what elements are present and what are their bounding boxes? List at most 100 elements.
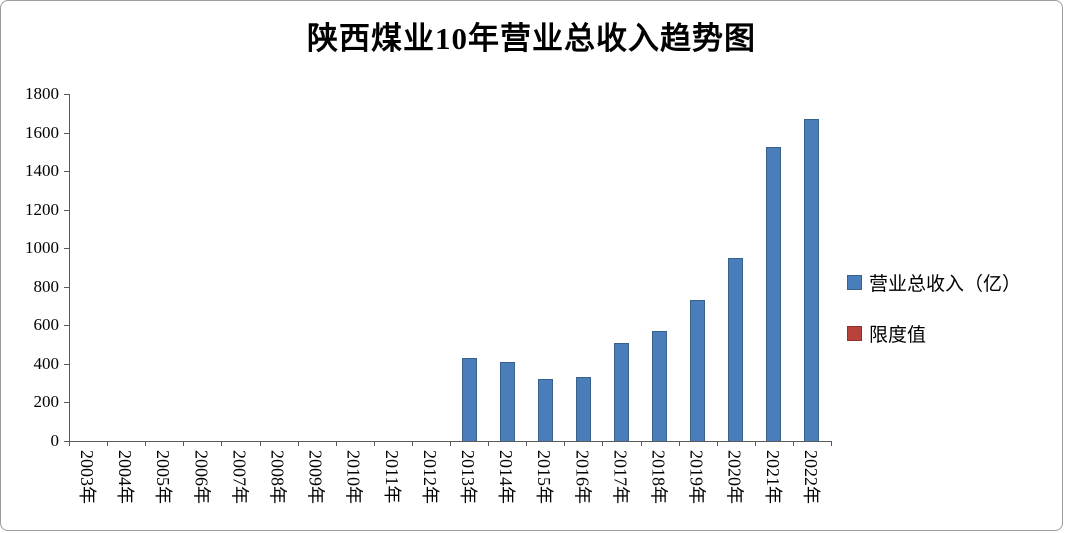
x-tick-mark (412, 441, 413, 446)
x-tick-label-text: 2008年 (267, 450, 288, 504)
x-tick-mark (564, 441, 565, 446)
y-tick-label: 1800 (25, 84, 59, 103)
x-tick-mark (831, 441, 832, 446)
x-tick-label: 2006年 (183, 450, 221, 530)
x-tick-label: 2018年 (641, 450, 679, 530)
x-tick-label: 2019年 (679, 450, 717, 530)
y-tick-mark (64, 248, 69, 250)
x-tick-mark (755, 441, 756, 446)
y-tick-label: 1600 (25, 122, 59, 142)
x-tick-label-text: 2019年 (686, 450, 707, 504)
y-tick-mark (64, 209, 69, 211)
x-tick-label: 2013年 (450, 450, 488, 530)
legend-swatch (847, 275, 862, 290)
y-tick-mark (64, 363, 69, 365)
x-tick-mark (336, 441, 337, 446)
x-tick-label-text: 2012年 (419, 450, 440, 504)
x-tick-label-text: 2022年 (800, 450, 821, 504)
y-tick-label: 0 (50, 431, 60, 450)
y-tick-label: 600 (33, 315, 60, 335)
x-tick-label-text: 2017年 (610, 450, 631, 504)
x-tick-mark (298, 441, 299, 446)
x-tick-label: 2014年 (488, 450, 526, 530)
y-tick-label: 800 (33, 276, 60, 296)
legend-item: 限度值 (847, 320, 1021, 347)
y-tick-mark (64, 402, 69, 404)
x-tick-label: 2015年 (526, 450, 564, 530)
x-tick-label-text: 2003年 (77, 450, 98, 504)
x-tick-mark (260, 441, 261, 446)
x-tick-label-text: 2004年 (115, 450, 136, 504)
x-tick-label: 2004年 (107, 450, 145, 530)
bar (652, 331, 667, 441)
legend-label: 营业总收入（亿） (869, 274, 1022, 295)
x-tick-mark (717, 441, 718, 446)
x-tick-label: 2009年 (298, 450, 336, 530)
x-tick-label: 2022年 (793, 450, 831, 530)
x-tick-label-text: 2007年 (229, 450, 250, 504)
x-tick-label-text: 2021年 (762, 450, 783, 504)
x-tick-mark (602, 441, 603, 446)
x-tick-label: 2016年 (564, 450, 602, 530)
x-tick-label: 2011年 (374, 450, 412, 530)
legend: 营业总收入（亿） 限度值 (847, 269, 1021, 347)
bar (804, 119, 819, 441)
x-tick-mark (450, 441, 451, 446)
x-tick-label: 2008年 (260, 450, 298, 530)
bar (766, 147, 781, 441)
x-tick-mark (221, 441, 222, 446)
y-tick-mark (64, 94, 69, 95)
y-tick-mark (64, 325, 69, 327)
y-tick-mark (64, 441, 69, 442)
x-tick-label-text: 2010年 (343, 450, 364, 504)
y-tick-label: 200 (33, 392, 60, 412)
x-tick-mark (183, 441, 184, 446)
x-tick-mark (145, 441, 146, 446)
x-tick-label: 2010年 (336, 450, 374, 530)
x-tick-label-text: 2013年 (458, 450, 479, 504)
bar (690, 300, 705, 441)
y-axis (69, 94, 70, 442)
bar (538, 379, 553, 441)
bar (462, 358, 477, 441)
chart-title: 陕西煤业10年营业总收入趋势图 (307, 21, 756, 56)
x-tick-mark (488, 441, 489, 446)
y-tick-label: 1400 (25, 161, 59, 181)
x-tick-label-text: 2006年 (191, 450, 212, 504)
x-tick-label: 2005年 (145, 450, 183, 530)
x-tick-label: 2012年 (412, 450, 450, 530)
x-tick-mark (69, 441, 70, 446)
x-tick-mark (374, 441, 375, 446)
x-tick-label: 2020年 (717, 450, 755, 530)
x-tick-label-text: 2018年 (648, 450, 669, 504)
x-tick-label-text: 2016年 (572, 450, 593, 504)
y-tick-label: 1200 (25, 199, 59, 219)
x-tick-mark (107, 441, 108, 446)
y-tick-mark (64, 286, 69, 288)
x-tick-mark (679, 441, 680, 446)
x-tick-label-text: 2005年 (153, 450, 174, 504)
y-tick-label: 400 (33, 353, 60, 373)
x-tick-label-text: 2011年 (381, 450, 402, 504)
y-tick-mark (64, 132, 69, 134)
bar (576, 377, 591, 441)
x-tick-label-text: 2020年 (724, 450, 745, 504)
bar (614, 343, 629, 441)
x-tick-mark (526, 441, 527, 446)
bar (500, 362, 515, 441)
legend-label: 限度值 (869, 325, 927, 346)
x-tick-label-text: 2014年 (496, 450, 517, 504)
x-tick-mark (793, 441, 794, 446)
x-tick-label: 2017年 (602, 450, 640, 530)
legend-item: 营业总收入（亿） (847, 269, 1021, 296)
x-tick-label-text: 2009年 (305, 450, 326, 504)
y-tick-mark (64, 171, 69, 173)
y-tick-label: 1000 (25, 238, 59, 258)
x-tick-label: 2007年 (221, 450, 259, 530)
x-tick-label: 2003年 (69, 450, 107, 530)
legend-swatch (847, 326, 862, 341)
x-tick-label: 2021年 (755, 450, 793, 530)
x-tick-mark (641, 441, 642, 446)
x-tick-label-text: 2015年 (534, 450, 555, 504)
